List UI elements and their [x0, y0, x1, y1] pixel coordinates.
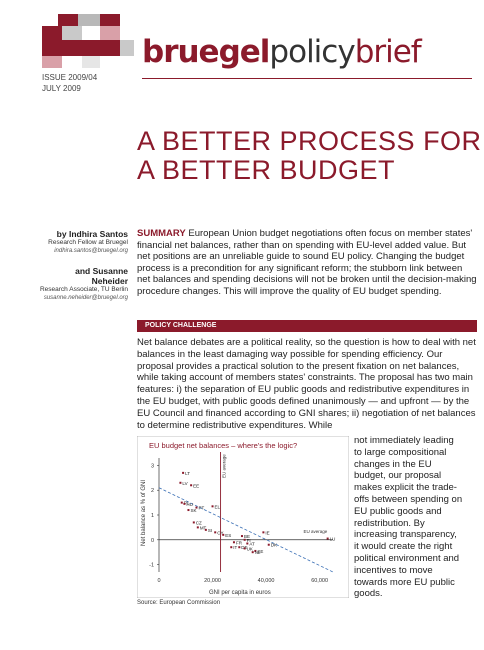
author-email[interactable]: susanne.neheider@bruegel.org	[43, 295, 128, 301]
point-label: PT	[198, 506, 204, 511]
data-point	[214, 531, 217, 534]
point-label: UK	[247, 546, 253, 551]
data-point	[238, 546, 241, 549]
data-point	[246, 542, 249, 545]
data-point	[195, 506, 198, 509]
x-axis-label: GNI per capita in euros	[209, 590, 271, 596]
trend-line	[158, 487, 334, 573]
point-label: SK	[190, 508, 196, 513]
data-point	[240, 535, 243, 538]
brand-bruegel: bruegel	[142, 34, 270, 70]
summary-label: SUMMARY	[137, 228, 186, 239]
point-label: LT	[185, 471, 190, 476]
author-1: by Indhira Santos Research Fellow at Bru…	[38, 229, 128, 255]
author-name: by Indhira Santos	[56, 229, 128, 239]
x-tick-label: 60,000	[311, 578, 328, 584]
body-paragraph-continued: not immediately leading to large composi…	[354, 435, 463, 600]
y-tick-label: 2	[151, 488, 154, 494]
chart-source: Source: European Commission	[137, 600, 221, 606]
author-affiliation: Research Fellow at Bruegel	[48, 239, 128, 246]
y-tick-label: -1	[149, 563, 154, 569]
data-point	[196, 526, 199, 529]
section-label: POLICY CHALLENGE	[145, 322, 217, 329]
point-label: CY	[217, 530, 223, 535]
chart-title: EU budget net balances – where's the log…	[149, 441, 297, 450]
publication-brand: bruegelpolicybrief	[142, 34, 422, 70]
point-label: SE	[257, 549, 263, 554]
header-rule	[142, 78, 472, 79]
point-label: DK	[271, 543, 277, 548]
point-label: FI	[247, 538, 251, 543]
point-label: PL	[184, 501, 190, 506]
x-tick-label: 20,000	[204, 578, 221, 584]
section-band: POLICY CHALLENGE	[137, 320, 477, 332]
point-label: ES	[225, 533, 231, 538]
author-name: and Susanne Neheider	[75, 266, 128, 286]
title-line-2: A BETTER BUDGET	[137, 155, 396, 185]
data-point	[179, 481, 182, 484]
x-tick-label: 0	[157, 578, 160, 584]
summary-text: European Union budget negotiations often…	[137, 228, 477, 297]
title-line-1: A BETTER PROCESS FOR	[137, 126, 482, 156]
point-label: HU	[186, 502, 193, 507]
brand-policy: policy	[269, 34, 355, 70]
data-point	[326, 537, 329, 540]
data-point	[183, 502, 186, 505]
x-tick-label: 40,000	[258, 578, 275, 584]
data-point	[211, 505, 214, 508]
data-point	[190, 484, 193, 487]
point-label: LU	[330, 537, 336, 542]
point-label: EL	[215, 504, 221, 509]
data-point	[262, 531, 265, 534]
data-point	[180, 501, 183, 504]
data-point	[222, 533, 225, 536]
y-axis-label: Net balance as % of GNI	[141, 480, 147, 546]
point-label: IT	[233, 545, 237, 550]
point-label: CZ	[196, 520, 202, 525]
issue-number: ISSUE 2009/04	[42, 73, 98, 82]
point-label: AT	[249, 542, 255, 547]
author-email[interactable]: indhira.santos@bruegel.org	[54, 248, 128, 254]
point-label: MT	[200, 525, 207, 530]
chart-frame	[137, 436, 349, 598]
page-title: A BETTER PROCESS FOR A BETTER BUDGET	[137, 127, 482, 185]
point-label: SI	[208, 528, 212, 533]
point-label: EE	[193, 483, 199, 488]
data-point	[204, 528, 207, 531]
data-point	[267, 543, 270, 546]
point-label: NL	[255, 550, 261, 555]
y-tick-label: 0	[151, 538, 154, 544]
brand-brief: brief	[354, 34, 422, 70]
data-point	[254, 549, 257, 552]
data-point	[182, 471, 185, 474]
author-2: and Susanne Neheider Research Associate,…	[38, 266, 128, 302]
issue-info: ISSUE 2009/04 JULY 2009	[42, 72, 97, 94]
point-label: FR	[236, 540, 243, 545]
data-point	[230, 546, 233, 549]
eu-average-label-right: EU average	[304, 529, 328, 534]
data-point	[192, 521, 195, 524]
eu-average-label: EU average	[222, 454, 227, 478]
net-balance-chart: EU budget net balances – where's the log…	[137, 436, 349, 598]
data-point	[243, 538, 246, 541]
data-point	[251, 551, 254, 554]
point-label: BE	[244, 534, 250, 539]
summary-paragraph: SUMMARY European Union budget negotiatio…	[137, 228, 477, 297]
point-label: LV	[182, 481, 187, 486]
y-tick-label: 3	[151, 463, 154, 469]
issue-date: JULY 2009	[42, 84, 81, 93]
y-tick-label: 1	[151, 513, 154, 519]
author-affiliation: Research Associate, TU Berlin	[39, 286, 128, 293]
data-point	[232, 541, 235, 544]
point-label: IE	[265, 530, 269, 535]
data-point	[187, 509, 190, 512]
data-point	[243, 547, 246, 550]
body-paragraph: Net balance debates are a political real…	[137, 337, 476, 431]
